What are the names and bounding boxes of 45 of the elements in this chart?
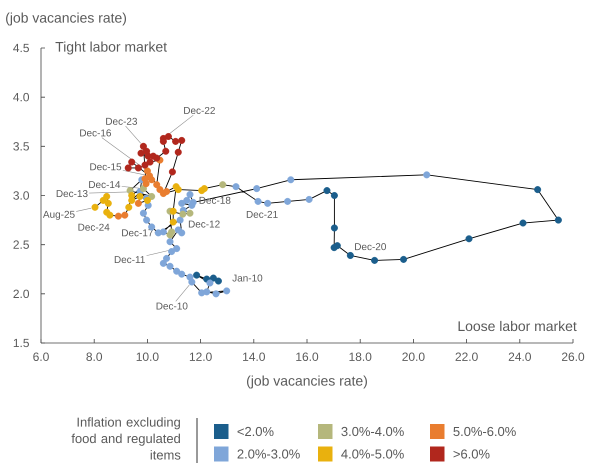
x-tick-label: 12.0	[190, 352, 212, 361]
annotation: Dec-20	[355, 243, 386, 250]
x-tick-label: 8.0	[86, 352, 102, 361]
legend-label: <2.0%	[238, 426, 274, 436]
annotation: Dec-11	[114, 256, 145, 264]
annotation: Loose labor market	[458, 320, 577, 332]
annotation: Dec-23	[106, 118, 138, 125]
annotation: Tight labor market	[56, 41, 167, 54]
annotation: Dec-16	[80, 129, 112, 136]
y-axis-title: (job vacancies rate)	[6, 12, 126, 26]
legend-label: 4.0%-5.0%	[341, 449, 404, 459]
x-tick-label: 18.0	[349, 352, 372, 361]
x-tick-label: 6.0	[33, 352, 49, 361]
annotation: Dec-13	[56, 190, 88, 198]
x-tick-label: 20.0	[402, 352, 425, 361]
annotation: Dec-22	[184, 106, 215, 114]
x-tick-label: 22.0	[456, 352, 478, 361]
annotation: Dec-10	[156, 302, 188, 310]
annotation: Dec-24	[78, 224, 110, 231]
y-tick-label: 2.0	[13, 290, 30, 298]
y-tick-label: 4.0	[13, 92, 30, 102]
y-tick-label: 3.5	[13, 142, 29, 151]
annotation: Dec-15	[90, 163, 122, 170]
annotation: Dec-18	[200, 196, 230, 204]
y-tick-label: 4.5	[13, 44, 29, 52]
annotation: Dec-21	[246, 210, 278, 218]
y-tick-label: 2.5	[13, 240, 29, 249]
annotation: Dec-12	[188, 220, 220, 228]
legend-label: 3.0%-4.0%	[341, 426, 404, 436]
annotation: Jan-10	[232, 274, 262, 282]
x-axis-title: (job vacancies rate)	[247, 375, 367, 388]
annotation: Aug-25	[42, 210, 75, 220]
x-tick-label: 14.0	[243, 352, 265, 361]
x-tick-label: 16.0	[296, 352, 318, 361]
legend-label: 2.0%-3.0%	[238, 449, 300, 459]
x-tick-label: 10.0	[136, 352, 159, 361]
legend-label: 5.0%-6.0%	[453, 426, 516, 436]
y-tick-label: 1.5	[14, 338, 29, 348]
y-tick-label: 3.0	[13, 191, 30, 200]
annotation: Dec-14	[89, 181, 120, 188]
x-tick-label: 26.0	[562, 352, 584, 361]
annotation: Dec-17	[122, 229, 153, 236]
x-tick-label: 24.0	[508, 352, 531, 361]
legend-title: Inflation excluding food and regulated items	[72, 417, 180, 460]
legend-label: >6.0%	[454, 449, 490, 459]
